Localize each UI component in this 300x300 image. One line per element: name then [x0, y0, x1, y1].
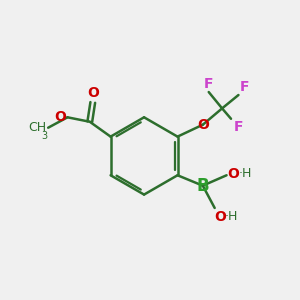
Text: ·H: ·H — [225, 210, 238, 223]
Text: O: O — [215, 210, 226, 224]
Text: B: B — [196, 177, 209, 195]
Text: F: F — [234, 120, 244, 134]
Text: F: F — [204, 76, 214, 91]
Text: O: O — [54, 110, 66, 124]
Text: O: O — [87, 86, 99, 100]
Text: ·H: ·H — [239, 167, 252, 180]
Text: CH: CH — [28, 121, 47, 134]
Text: 3: 3 — [41, 131, 48, 141]
Text: O: O — [227, 167, 239, 181]
Text: O: O — [197, 118, 209, 132]
Text: F: F — [240, 80, 249, 94]
